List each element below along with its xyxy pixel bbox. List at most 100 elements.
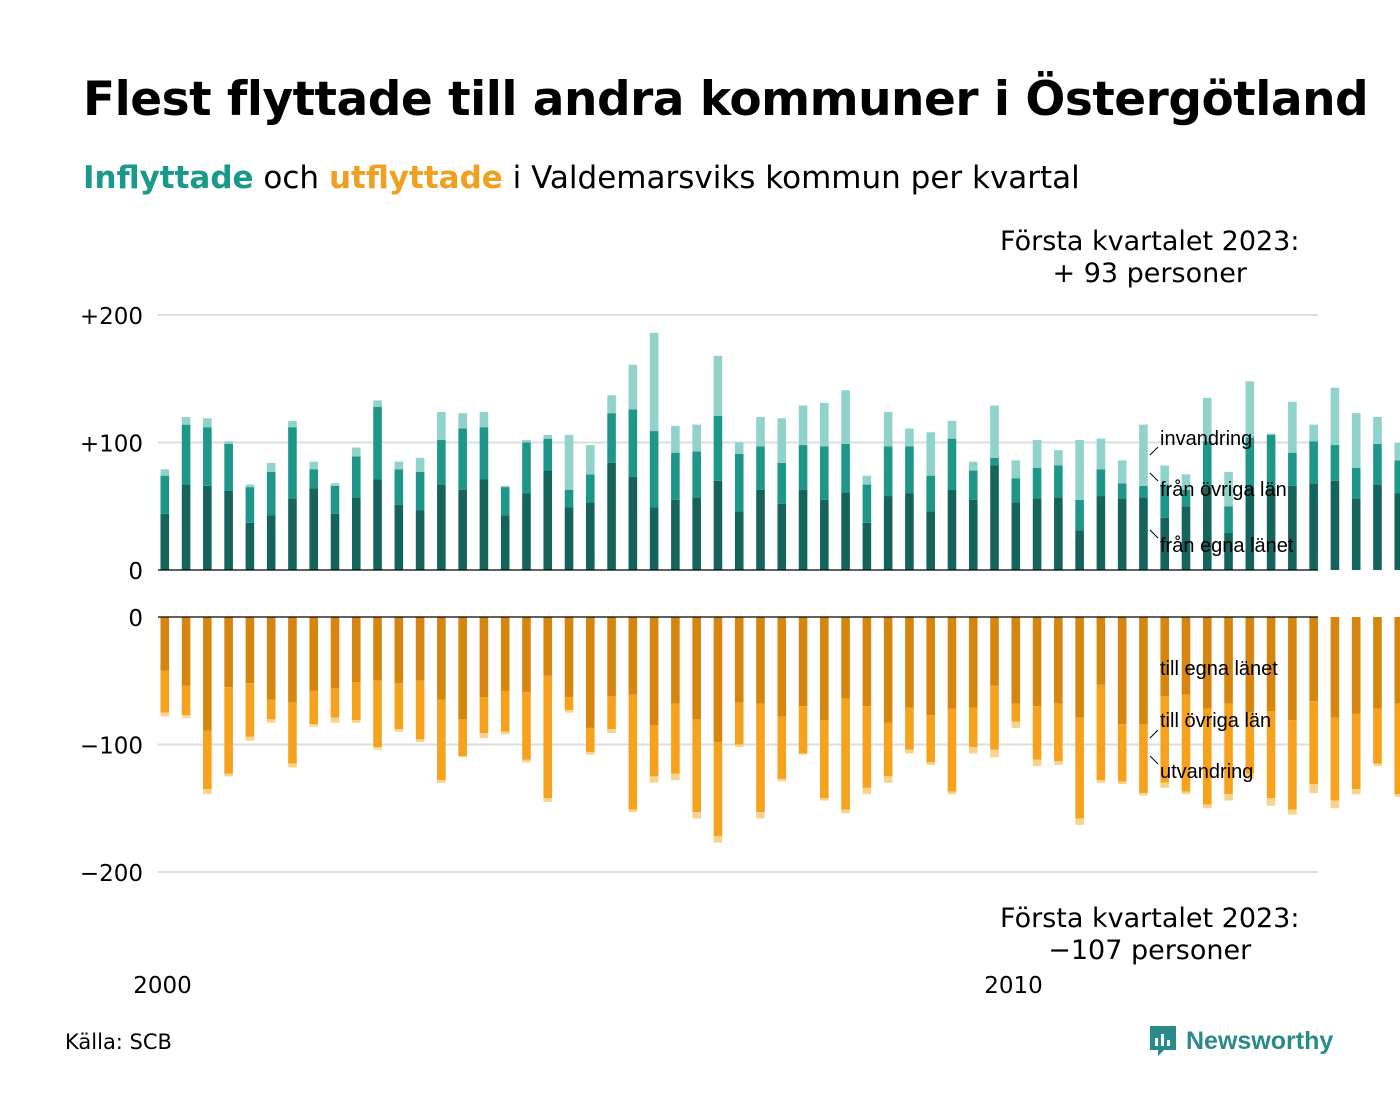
bar-in-2 [203, 418, 212, 428]
bar-out-2 [798, 753, 808, 755]
bar-in-2 [500, 485, 510, 488]
bar-out-2 [671, 773, 680, 781]
y-tick-label-top: +200 [80, 304, 143, 330]
bar-in-1 [649, 431, 659, 508]
bar-in-0 [415, 510, 425, 570]
bar-out-1 [1373, 708, 1382, 764]
bar-in-2 [841, 390, 850, 444]
bar-in-0 [1266, 488, 1276, 570]
bar-out-0 [798, 617, 808, 707]
bar-out-1 [649, 725, 659, 777]
bar-out-1 [905, 707, 914, 750]
bar-in-2 [649, 332, 659, 432]
bar-in-1 [1032, 468, 1042, 499]
bar-in-1 [756, 446, 765, 490]
bar-in-1 [373, 406, 382, 480]
bar-in-0 [224, 490, 233, 570]
bar-out-1 [309, 690, 319, 725]
bar-out-2 [586, 752, 595, 755]
bar-in-0 [692, 497, 701, 570]
bar-in-2 [947, 420, 957, 439]
bar-in-0 [1394, 493, 1400, 570]
bar-in-1 [522, 442, 531, 494]
bar-out-0 [990, 617, 999, 686]
bar-in-2 [777, 418, 787, 463]
bar-in-1 [1117, 483, 1127, 499]
bar-in-0 [203, 485, 212, 570]
bar-in-0 [649, 507, 659, 570]
bar-out-0 [756, 617, 765, 704]
bar-out-0 [1309, 617, 1318, 702]
bar-out-1 [756, 703, 765, 813]
bar-in-2 [1032, 439, 1042, 468]
bar-out-0 [968, 617, 978, 708]
bar-out-2 [990, 749, 999, 758]
bar-in-0 [564, 507, 574, 570]
bar-out-1 [1330, 717, 1340, 801]
bar-out-1 [1181, 694, 1191, 792]
bar-in-1 [288, 427, 297, 499]
bar-out-0 [266, 617, 276, 700]
bar-in-2 [586, 445, 595, 475]
bar-out-1 [1139, 724, 1148, 793]
bar-in-1 [820, 446, 829, 500]
bar-out-2 [607, 729, 616, 734]
bar-in-0 [1075, 530, 1084, 570]
source-note: Källa: SCB [65, 1030, 172, 1054]
bar-out-1 [160, 670, 170, 713]
bar-out-2 [756, 812, 765, 819]
bar-out-0 [649, 617, 659, 726]
bar-out-2 [649, 776, 659, 783]
legend-leader-line [1149, 755, 1159, 765]
bar-out-0 [1160, 617, 1170, 697]
bar-in-0 [1309, 483, 1318, 570]
bar-out-0 [1117, 617, 1127, 725]
bar-in-0 [586, 502, 595, 570]
bar-in-2 [1266, 433, 1276, 435]
bar-out-2 [245, 736, 255, 741]
bar-out-0 [1011, 617, 1021, 704]
bar-in-1 [947, 438, 957, 490]
bar-in-1 [543, 438, 553, 471]
bar-in-1 [394, 469, 404, 505]
bar-out-1 [500, 690, 510, 732]
bar-in-1 [1160, 485, 1170, 518]
bar-out-0 [1181, 617, 1191, 695]
bar-out-2 [564, 710, 574, 713]
bar-in-2 [437, 411, 446, 440]
bottom-annotation-line2: −107 personer [1048, 935, 1252, 967]
bar-in-0 [309, 488, 319, 570]
bar-out-0 [713, 617, 723, 742]
bar-out-1 [224, 687, 233, 774]
bar-in-2 [1096, 438, 1106, 470]
bar-in-0 [905, 493, 914, 570]
bar-out-1 [692, 719, 701, 813]
bar-in-1 [692, 451, 701, 498]
y-tick-label-top: 0 [128, 559, 143, 585]
bar-in-1 [905, 446, 914, 494]
bar-in-1 [1139, 485, 1148, 498]
y-tick-label-bottom: −200 [80, 861, 143, 887]
bar-out-2 [692, 812, 701, 819]
bar-in-0 [543, 470, 553, 570]
bar-in-1 [266, 471, 276, 516]
bar-out-0 [1054, 617, 1063, 704]
bar-out-0 [543, 617, 553, 676]
bar-out-2 [479, 733, 489, 739]
bar-in-1 [713, 415, 723, 481]
bar-out-2 [862, 787, 872, 795]
bar-in-0 [288, 498, 297, 570]
bar-out-2 [777, 778, 787, 782]
legend-label-invandring: invandring [1160, 428, 1252, 450]
bar-in-2 [926, 432, 935, 476]
bar-out-0 [500, 617, 510, 691]
bar-in-2 [224, 441, 233, 444]
bar-out-0 [1032, 617, 1042, 707]
bar-in-0 [713, 480, 723, 570]
bar-in-1 [224, 443, 233, 491]
bar-in-0 [500, 515, 510, 570]
bar-in-0 [1117, 498, 1127, 570]
bar-out-2 [224, 773, 233, 777]
bar-in-2 [266, 462, 276, 472]
bar-out-0 [160, 617, 170, 671]
